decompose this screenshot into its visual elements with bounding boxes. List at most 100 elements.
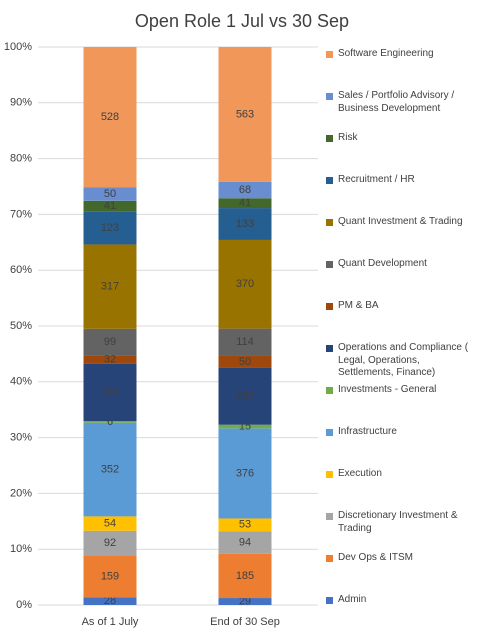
y-tick-label: 50% — [10, 320, 32, 332]
data-label: 6 — [107, 416, 113, 428]
legend-swatch — [326, 513, 333, 520]
legend-swatch — [326, 345, 333, 352]
bar-segment — [218, 328, 272, 356]
legend-swatch — [326, 303, 333, 310]
legend-swatch — [326, 177, 333, 184]
y-tick-label: 10% — [10, 543, 32, 555]
bar-segment — [218, 553, 272, 599]
bar-segment — [218, 181, 272, 199]
x-tick-label: End of 30 Sep — [210, 616, 280, 628]
legend-label: Operations and Compliance ( Legal, Opera… — [338, 342, 469, 378]
y-tick-label: 40% — [10, 376, 32, 388]
legend-label: Quant Investment & Trading — [338, 216, 463, 227]
bar-segment — [83, 47, 137, 188]
legend-swatch — [326, 135, 333, 142]
y-tick-label: 70% — [10, 208, 32, 220]
chart-title: Open Role 1 Jul vs 30 Sep — [135, 11, 349, 31]
data-label: 99 — [104, 336, 116, 348]
y-tick-label: 20% — [10, 487, 32, 499]
y-tick-label: 30% — [10, 432, 32, 444]
data-label: 41 — [239, 197, 251, 209]
data-label: 376 — [236, 467, 254, 479]
data-label: 114 — [236, 336, 254, 348]
legend-swatch — [326, 429, 333, 436]
legend-entry: Execution — [326, 468, 476, 481]
y-tick-label: 60% — [10, 264, 32, 276]
legend-entry: Infrastructure — [326, 426, 476, 439]
data-label: 50 — [104, 188, 116, 200]
bar-segment — [218, 598, 272, 605]
data-label: 32 — [104, 353, 116, 365]
bar-segment — [83, 355, 137, 364]
bar-segment — [83, 555, 137, 598]
data-label: 563 — [236, 108, 254, 120]
bar-segment — [218, 531, 272, 554]
legend-label: Sales / Portfolio Advisory / Business De… — [338, 90, 455, 114]
data-label: 133 — [236, 218, 254, 230]
legend-entry: PM & BA — [326, 300, 476, 313]
bar-segment — [218, 428, 272, 519]
data-label: 53 — [239, 519, 251, 531]
legend-swatch — [326, 555, 333, 562]
legend-swatch — [326, 51, 333, 58]
legend-entry: Operations and Compliance ( Legal, Opera… — [326, 342, 476, 380]
legend-entry: Risk — [326, 132, 476, 145]
legend-entry: Investments - General — [326, 384, 476, 397]
data-label: 123 — [101, 222, 119, 234]
legend-label: Execution — [338, 468, 382, 479]
legend-swatch — [326, 261, 333, 268]
data-label: 41 — [104, 200, 116, 212]
bar-segment — [218, 355, 272, 368]
legend-label: Discretionary Investment & Trading — [338, 510, 458, 534]
legend-entry: Quant Investment & Trading — [326, 216, 476, 229]
bar-segment — [218, 424, 272, 429]
legend-entry: Software Engineering — [326, 48, 476, 61]
legend-label: Admin — [338, 594, 367, 605]
bar-segment — [83, 244, 137, 329]
bar-segment — [83, 200, 137, 212]
y-tick-label: 0% — [16, 599, 32, 611]
legend-swatch — [326, 219, 333, 226]
x-tick-label: As of 1 July — [82, 616, 139, 628]
bar-segment — [218, 47, 272, 182]
data-label: 68 — [239, 184, 251, 196]
legend-entry: Quant Development — [326, 258, 476, 271]
data-label: 54 — [104, 517, 116, 529]
data-label: 92 — [104, 537, 116, 549]
legend-entry: Dev Ops & ITSM — [326, 552, 476, 565]
bar-segment — [218, 367, 272, 425]
legend-label: Investments - General — [338, 384, 437, 395]
legend-swatch — [326, 471, 333, 478]
y-tick-label: 90% — [10, 97, 32, 109]
data-label: 185 — [236, 570, 254, 582]
bar-segment — [218, 518, 272, 532]
bar-segment — [83, 211, 137, 245]
data-label: 370 — [236, 278, 254, 290]
legend-entry: Recruitment / HR — [326, 174, 476, 187]
bar-segment — [218, 208, 272, 240]
legend-entry: Sales / Portfolio Advisory / Business De… — [326, 90, 476, 115]
data-label: 159 — [101, 570, 119, 582]
data-label: 317 — [101, 281, 119, 293]
bar-segment — [83, 187, 137, 201]
data-label: 528 — [101, 111, 119, 123]
legend-entry: Admin — [326, 594, 476, 607]
legend-label: Software Engineering — [338, 48, 434, 59]
data-label: 352 — [101, 463, 119, 475]
bar-segment — [83, 421, 137, 423]
bar-segment — [218, 239, 272, 329]
legend-label: Quant Development — [338, 258, 427, 269]
y-tick-label: 80% — [10, 153, 32, 165]
bar-segment — [83, 516, 137, 531]
legend-label: Recruitment / HR — [338, 174, 415, 185]
bar-segment — [83, 422, 137, 517]
data-label: 50 — [239, 356, 251, 368]
legend-swatch — [326, 597, 333, 604]
y-tick-label: 100% — [4, 41, 32, 53]
legend-label: Dev Ops & ITSM — [338, 552, 414, 563]
data-label: 237 — [236, 390, 254, 402]
data-label: 29 — [239, 595, 251, 607]
bar-segment — [83, 363, 137, 422]
